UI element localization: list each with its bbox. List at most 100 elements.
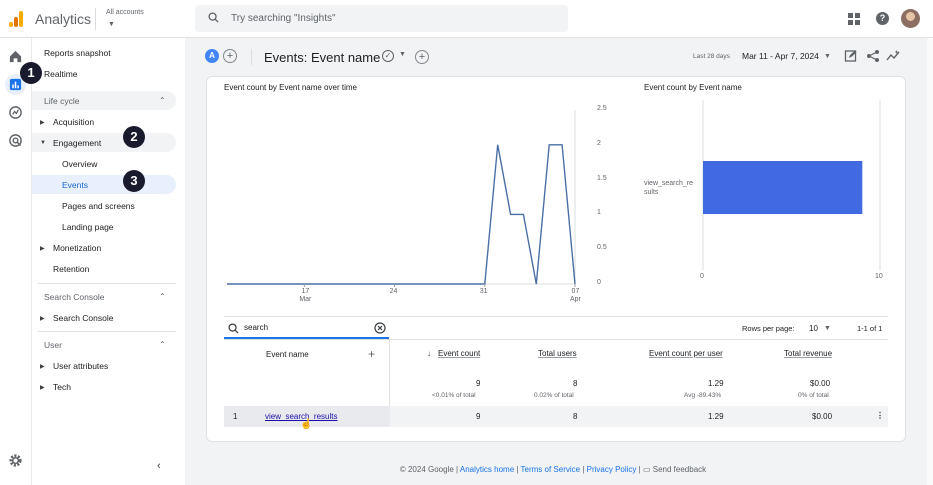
column-header-total-users[interactable]: Total users xyxy=(538,349,577,358)
divider xyxy=(224,316,888,317)
chevron-up-icon[interactable]: ⌃ xyxy=(159,340,166,349)
title-caret-icon[interactable]: ▼ xyxy=(399,51,406,58)
account-selector-label[interactable]: All accounts xyxy=(106,9,144,16)
column-header-event-name[interactable]: Event name xyxy=(266,350,309,359)
nav-acquisition[interactable]: Acquisition xyxy=(53,117,95,127)
left-rail xyxy=(0,38,32,485)
column-header-total-revenue[interactable]: Total revenue xyxy=(784,349,833,358)
nav-tech[interactable]: Tech xyxy=(53,382,71,392)
scrollbar[interactable] xyxy=(927,38,933,485)
add-comparison-icon[interactable]: + xyxy=(223,49,237,63)
avatar[interactable] xyxy=(901,9,920,28)
column-header-event-count[interactable]: Event count xyxy=(438,349,481,358)
table-search-field[interactable]: search xyxy=(224,318,389,339)
bar-chart[interactable] xyxy=(700,100,885,285)
customize-report-icon[interactable] xyxy=(844,49,858,63)
rows-per-page-select[interactable]: 10 xyxy=(809,324,818,333)
nav-section-user[interactable]: User xyxy=(44,340,62,350)
footer-analytics-home-link[interactable]: Analytics home xyxy=(459,465,515,474)
nav-retention[interactable]: Retention xyxy=(53,264,90,274)
date-range-label: Last 28 days xyxy=(693,53,730,60)
divider xyxy=(224,339,888,340)
collapse-nav-arrow-icon[interactable]: ‹ xyxy=(157,460,161,472)
add-filter-icon[interactable]: + xyxy=(415,50,429,64)
date-caret-icon[interactable]: ▼ xyxy=(824,53,831,60)
insights-icon[interactable] xyxy=(886,49,900,63)
nav-section-lifecycle[interactable]: Life cycle xyxy=(44,96,80,106)
chevron-up-icon[interactable]: ⌃ xyxy=(159,96,166,105)
line-x-tick-label: 31 xyxy=(479,288,488,295)
total-event-count-pct: <0.01% of total xyxy=(432,392,476,399)
table-row-dimension-cell xyxy=(224,406,390,427)
analytics-logo[interactable] xyxy=(9,11,23,27)
nav-landing-page[interactable]: Landing page xyxy=(62,222,114,232)
share-icon[interactable] xyxy=(866,49,880,63)
footer-send-feedback[interactable]: Send feedback xyxy=(652,465,707,474)
row-event-name-link[interactable]: view_search_results xyxy=(265,412,338,421)
line-chart[interactable] xyxy=(224,100,594,305)
column-header-event-count-per-user[interactable]: Event count per user xyxy=(649,349,723,358)
nav-section-search-console[interactable]: Search Console xyxy=(44,292,105,302)
line-series-0 xyxy=(227,144,576,285)
table-search-input[interactable]: search xyxy=(244,323,269,332)
total-users: 8 xyxy=(573,379,578,388)
apps-grid-icon[interactable] xyxy=(848,13,860,25)
nav-monetization[interactable]: Monetization xyxy=(53,243,102,253)
nav-overview[interactable]: Overview xyxy=(62,159,98,169)
line-y-tick: 1 xyxy=(597,209,601,217)
nav-engagement[interactable]: Engagement xyxy=(53,138,102,148)
step-badge-2: 2 xyxy=(123,126,145,148)
nav-search-console[interactable]: Search Console xyxy=(53,313,114,323)
home-icon[interactable] xyxy=(8,49,23,64)
search-bar[interactable]: Try searching "Insights" xyxy=(195,5,568,32)
search-icon xyxy=(228,323,239,334)
rows-per-page-caret-icon[interactable]: ▼ xyxy=(824,325,831,332)
account-caret-icon[interactable]: ▼ xyxy=(108,21,115,28)
collapse-triangle-icon[interactable]: ▼ xyxy=(40,140,46,146)
line-y-tick: 1.5 xyxy=(597,174,607,182)
line-x-tick-label: 24 xyxy=(389,288,398,295)
sidebar-nav: Reports snapshot Realtime Life cycle ⌃ ▶… xyxy=(32,38,185,485)
expand-triangle-icon[interactable]: ▶ xyxy=(40,316,45,322)
row-event-count: 9 xyxy=(476,412,481,421)
app-title: Analytics xyxy=(35,11,92,27)
nav-reports-snapshot[interactable]: Reports snapshot xyxy=(44,48,111,58)
expand-triangle-icon[interactable]: ▶ xyxy=(40,246,45,252)
footer-terms-link[interactable]: Terms of Service xyxy=(520,465,581,474)
footer-privacy-link[interactable]: Privacy Policy xyxy=(586,465,637,474)
search-placeholder[interactable]: Try searching "Insights" xyxy=(231,13,336,24)
nav-user-attributes[interactable]: User attributes xyxy=(53,361,109,371)
check-circle-icon[interactable]: ✓ xyxy=(382,50,394,62)
row-total-users: 8 xyxy=(573,412,578,421)
feedback-icon[interactable]: ▭ xyxy=(642,465,651,474)
row-total-revenue: $0.00 xyxy=(812,412,833,421)
add-dimension-icon[interactable]: + xyxy=(368,347,376,361)
nav-events[interactable]: Events xyxy=(62,180,88,190)
comparison-avatar[interactable]: A xyxy=(205,49,219,63)
line-x-tick-label: 17 Mar xyxy=(299,288,312,303)
events-active-highlight xyxy=(32,175,176,194)
total-event-count-per-user-avg: Avg -89.43% xyxy=(684,392,722,399)
clear-search-icon[interactable] xyxy=(374,322,386,334)
settings-gear-icon[interactable] xyxy=(8,453,23,468)
sort-desc-arrow-icon[interactable]: ↓ xyxy=(427,349,431,358)
advertising-icon[interactable] xyxy=(8,133,23,148)
row-more-options-icon[interactable]: ⋮ xyxy=(876,411,884,420)
nav-realtime[interactable]: Realtime xyxy=(44,69,78,79)
pagination-info: 1-1 of 1 xyxy=(857,324,883,333)
bar-chart-title: Event count by Event name xyxy=(644,83,742,92)
help-icon[interactable]: ? xyxy=(876,12,889,25)
nav-pages-and-screens[interactable]: Pages and screens xyxy=(62,201,135,211)
chevron-up-icon[interactable]: ⌃ xyxy=(159,292,166,301)
page-title: Events: Event name xyxy=(264,50,381,65)
search-icon xyxy=(208,12,219,23)
table-row[interactable] xyxy=(224,406,888,427)
expand-triangle-icon[interactable]: ▶ xyxy=(40,385,45,391)
expand-triangle-icon[interactable]: ▶ xyxy=(40,364,45,370)
reports-icon[interactable] xyxy=(8,77,23,92)
divider xyxy=(38,283,176,284)
explore-icon[interactable] xyxy=(8,105,23,120)
date-range-selector[interactable]: Mar 11 - Apr 7, 2024 xyxy=(742,51,819,61)
expand-triangle-icon[interactable]: ▶ xyxy=(40,120,45,126)
row-index: 1 xyxy=(233,412,238,421)
